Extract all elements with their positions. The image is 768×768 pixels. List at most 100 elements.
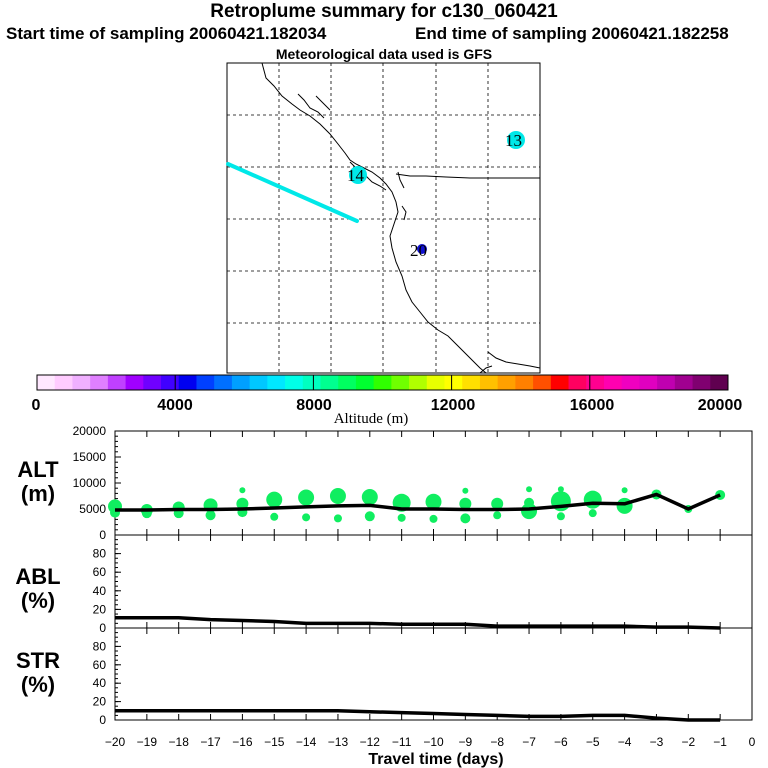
alt-scatter-point	[462, 487, 469, 494]
end-time-label: End time of sampling 20060421.182258	[415, 24, 729, 43]
colorbar-swatch	[444, 375, 463, 390]
x-tick-label: −13	[328, 735, 349, 749]
alt-ytick-label: 20000	[73, 424, 107, 438]
x-tick-label: −18	[169, 735, 190, 749]
x-tick-label: −4	[618, 735, 632, 749]
abl-frame	[114, 534, 753, 629]
alt-series-line	[115, 492, 721, 512]
alt-scatter-point	[616, 497, 633, 514]
x-tick-label: −8	[490, 735, 504, 749]
colorbar-swatch	[249, 375, 268, 390]
colorbar-swatch	[391, 375, 410, 390]
colorbar-swatch	[550, 375, 570, 390]
str-frame	[114, 627, 753, 721]
colorbar-swatch	[107, 375, 127, 390]
str-ytick-label: 20	[93, 695, 107, 709]
alt-ylabel-unit: (m)	[21, 481, 55, 506]
str-panel: STR (%) 0 20 40 60 80	[16, 627, 753, 727]
day20-marker	[417, 244, 427, 254]
colorbar-swatch	[231, 375, 251, 390]
x-tick-label: −9	[459, 735, 473, 749]
map-panel: 13 14 20	[226, 62, 541, 374]
colorbar-swatch	[674, 375, 694, 390]
x-tick-label: −12	[360, 735, 381, 749]
alt-scatter-point	[493, 511, 502, 520]
alt-scatter-point	[524, 497, 535, 508]
colorbar-tick-0: 0	[32, 397, 41, 414]
trajectory-line	[226, 162, 359, 223]
colorbar-swatch	[37, 375, 56, 390]
day13-marker	[507, 131, 525, 149]
map-frame	[226, 62, 541, 374]
alt-scatter-point	[298, 489, 315, 506]
alt-scatter-point	[621, 487, 628, 494]
alt-scatter-point	[364, 511, 375, 522]
abl-series-line	[115, 616, 721, 630]
colorbar-swatch	[568, 375, 587, 390]
colorbar-swatch	[143, 375, 162, 390]
colorbar-swatch	[533, 375, 552, 390]
colorbar-swatch	[373, 375, 392, 390]
alt-scatter-point	[333, 514, 342, 523]
colorbar-swatch	[161, 375, 180, 390]
abl-ytick-label: 20	[93, 602, 107, 616]
colorbar-swatch	[479, 375, 499, 390]
x-tick-label: −5	[586, 735, 600, 749]
str-ytick-label: 80	[93, 639, 107, 653]
alt-scatter-point	[588, 509, 597, 518]
alt-ytick-label: 10000	[73, 476, 107, 490]
colorbar-swatch	[178, 375, 197, 390]
alt-scatter-point	[397, 513, 406, 522]
x-tick-label: −10	[423, 735, 444, 749]
str-ytick-label: 60	[93, 658, 107, 672]
alt-scatter-point	[460, 513, 471, 524]
coastline	[261, 62, 541, 374]
alt-ytick-label: 15000	[73, 450, 107, 464]
abl-ylabel: ABL	[15, 564, 60, 589]
colorbar-swatch	[267, 375, 286, 390]
alt-scatter-point	[236, 497, 249, 510]
x-tick-label: −1	[713, 735, 727, 749]
alt-scatter-point	[583, 490, 602, 509]
colorbar-swatch	[90, 375, 109, 390]
x-tick-label: −7	[522, 735, 536, 749]
day14-marker	[349, 166, 367, 184]
colorbar-swatch	[692, 375, 711, 390]
abl-ylabel-unit: (%)	[21, 588, 55, 613]
colorbar-swatch	[338, 375, 357, 390]
colorbar-swatch	[320, 375, 339, 390]
str-ytick-label: 40	[93, 676, 107, 690]
colorbar-swatch	[72, 375, 91, 390]
colorbar-frame	[36, 374, 729, 391]
alt-scatter-point	[459, 497, 472, 510]
alt-scatter-point	[302, 513, 311, 522]
colorbar-tick-4000: 4000	[157, 397, 193, 414]
alt-scatter-point	[239, 487, 246, 494]
colorbar-swatch	[462, 375, 481, 390]
abl-panel: ABL (%) 0 20 40 60 80	[15, 534, 753, 635]
alt-scatter-point	[556, 512, 565, 521]
altitude-colorbar	[36, 374, 729, 391]
colorbar-title: Altitude (m)	[334, 411, 409, 427]
str-ytick-label: 0	[99, 713, 106, 727]
x-tick-label: −2	[681, 735, 695, 749]
alt-scatter-point	[205, 510, 216, 521]
alt-scatter-point	[361, 489, 378, 506]
alt-scatter-point	[425, 493, 442, 510]
alt-scatter-point	[266, 491, 283, 508]
abl-ytick-label: 60	[93, 565, 107, 579]
colorbar-tick-labels: 0 4000 8000 12000 16000 20000	[32, 397, 743, 414]
colorbar-swatch	[426, 375, 446, 390]
str-ylabel: STR	[16, 648, 60, 673]
colorbar-tick-20000: 20000	[698, 397, 743, 414]
colorbar-swatch	[621, 375, 640, 390]
colorbar-swatch	[355, 375, 375, 390]
alt-scatter-point	[491, 497, 504, 510]
alt-scatter-point	[526, 486, 533, 493]
x-tick-label: −11	[392, 735, 412, 749]
abl-ytick-label: 0	[99, 621, 106, 635]
colorbar-swatch	[657, 375, 676, 390]
day-label-13: 13	[505, 131, 522, 150]
abl-ytick-label: 40	[93, 584, 107, 598]
